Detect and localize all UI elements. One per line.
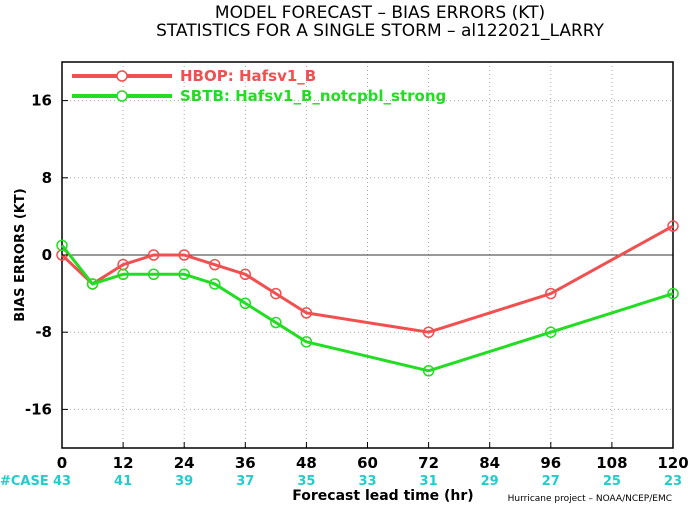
series-line <box>60 244 674 373</box>
chart-title-line2: STATISTICS FOR A SINGLE STORM – al122021… <box>156 21 604 41</box>
y-tick-label: 16 <box>31 92 52 110</box>
data-point <box>178 249 190 261</box>
data-point <box>300 336 313 348</box>
data-point <box>147 249 160 261</box>
x-tick-label: 60 <box>357 454 378 472</box>
series-2 <box>56 239 679 377</box>
case-count: 25 <box>603 474 621 489</box>
case-count: 41 <box>114 474 132 489</box>
case-count: 39 <box>175 474 193 489</box>
data-point <box>667 287 679 300</box>
x-tick-label: 24 <box>174 454 195 472</box>
legend-label: SBTB: Hafsv1_B_notcpbl_strong <box>180 87 446 105</box>
y-tick-label: -8 <box>35 323 52 341</box>
data-point <box>56 239 68 252</box>
data-point <box>147 268 160 281</box>
legend-marker <box>116 70 128 82</box>
data-point <box>239 268 252 281</box>
data-point <box>209 258 221 271</box>
x-tick-label: 0 <box>57 454 67 472</box>
data-point <box>422 365 435 377</box>
case-label: #CASE <box>0 474 49 489</box>
data-point <box>545 326 557 338</box>
data-point <box>178 268 190 281</box>
data-point <box>667 220 679 232</box>
y-tick-labels: 16 8 0 -8 -16 <box>25 92 68 418</box>
case-count: 43 <box>53 474 71 489</box>
data-point <box>270 287 282 300</box>
x-tick-label: 84 <box>479 454 500 472</box>
case-count: 35 <box>297 474 315 489</box>
series-layer <box>56 220 679 377</box>
legend-item: HBOP: Hafsv1_B <box>72 67 316 85</box>
case-count: 29 <box>481 474 499 489</box>
x-tick-labels: 0 12 24 36 48 60 72 84 96 108 120 <box>57 442 689 472</box>
chart-title-line1: MODEL FORECAST – BIAS ERRORS (KT) <box>215 3 545 23</box>
data-point <box>239 297 252 309</box>
credit-text: Hurricane project – NOAA/NCEP/EMC <box>508 494 672 504</box>
case-count: 37 <box>236 474 254 489</box>
x-tick-label: 36 <box>235 454 256 472</box>
y-tick-label: 0 <box>42 246 52 264</box>
x-tick-label: 96 <box>540 454 561 472</box>
data-point <box>422 326 435 338</box>
x-axis-label: Forecast lead time (hr) <box>292 488 473 504</box>
x-tick-label: 72 <box>418 454 439 472</box>
x-tick-label: 12 <box>113 454 134 472</box>
y-tick-label: -16 <box>25 400 52 418</box>
case-count: 33 <box>358 474 376 489</box>
data-point <box>545 287 557 300</box>
case-count: 23 <box>664 474 682 489</box>
legend-label: HBOP: Hafsv1_B <box>180 67 316 85</box>
legend-marker <box>116 90 128 102</box>
series-line <box>60 224 674 334</box>
case-count: 31 <box>420 474 438 489</box>
x-tick-label: 120 <box>657 454 688 472</box>
data-point <box>300 307 313 319</box>
x-tick-label: 108 <box>596 454 627 472</box>
x-tick-label: 48 <box>296 454 317 472</box>
data-point <box>209 278 221 290</box>
legend-item: SBTB: Hafsv1_B_notcpbl_strong <box>72 87 446 105</box>
y-axis-label: BIAS ERRORS (KT) <box>13 188 28 321</box>
case-count: 27 <box>542 474 560 489</box>
data-point <box>117 268 129 281</box>
y-tick-label: 8 <box>42 169 52 187</box>
data-point <box>86 278 99 290</box>
data-point <box>270 316 282 329</box>
case-counts: 43 41 39 37 35 33 31 29 27 25 23 <box>53 474 682 489</box>
legend: HBOP: Hafsv1_B SBTB: Hafsv1_B_notcpbl_str… <box>72 67 446 105</box>
